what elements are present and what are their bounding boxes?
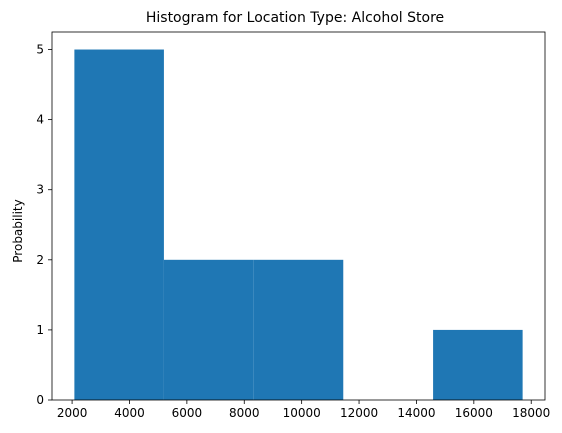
histogram-bar	[253, 259, 344, 400]
histogram-bar	[74, 49, 164, 401]
histogram-bar	[163, 259, 254, 400]
y-tick-label: 1	[36, 323, 44, 337]
x-tick-label: 6000	[172, 406, 203, 420]
y-tick-label: 4	[36, 113, 44, 127]
y-tick-label: 0	[36, 393, 44, 407]
x-tick-label: 16000	[455, 406, 493, 420]
bars-group	[74, 49, 523, 401]
x-tick-label: 10000	[283, 406, 321, 420]
x-tick-label: 2000	[57, 406, 88, 420]
plot-frame	[51, 31, 546, 401]
x-tick-label: 18000	[512, 406, 550, 420]
x-tick-label: 12000	[340, 406, 378, 420]
x-tick-label: 14000	[397, 406, 435, 420]
histogram-bar	[433, 329, 523, 400]
chart-title: Histogram for Location Type: Alcohol Sto…	[146, 10, 444, 26]
y-tick-label: 5	[36, 43, 44, 57]
y-tick-label: 2	[36, 253, 44, 267]
x-tick-label: 4000	[114, 406, 145, 420]
y-axis-ticks: 0 1 2 3 4 5	[36, 43, 52, 407]
x-axis-ticks: 2000 4000 6000 8000 10000 12000 14000 16000 1800…	[57, 400, 550, 420]
y-axis-label: Probability	[11, 199, 25, 262]
x-tick-label: 8000	[229, 406, 260, 420]
y-tick-label: 3	[36, 183, 44, 197]
